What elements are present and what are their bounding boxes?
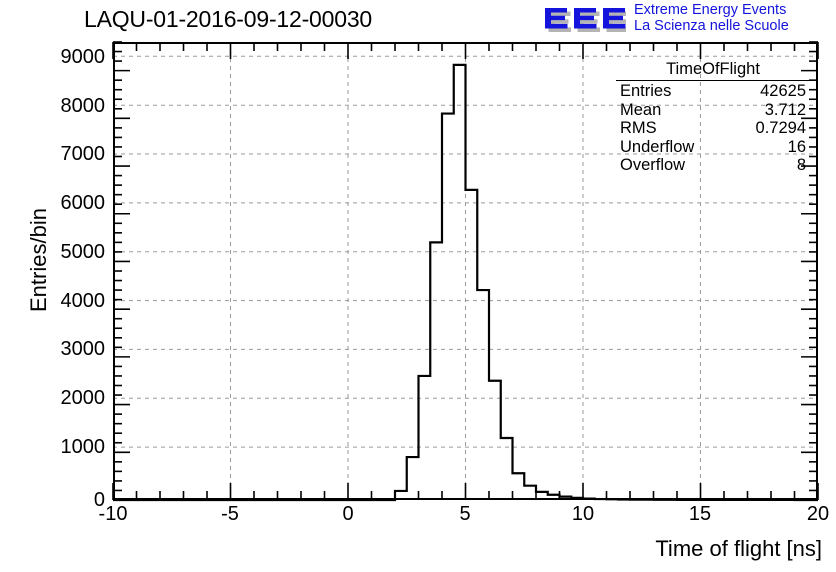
y-tick-label: 6000 <box>60 192 106 214</box>
y-tick-label: 3000 <box>60 338 106 360</box>
y-tick-label: 8000 <box>60 95 106 117</box>
logo-tagline-line1: Extreme Energy Events <box>634 2 787 18</box>
logo-tagline: Extreme Energy Events La Scienza nelle S… <box>634 2 789 34</box>
eee-logo: Extreme Energy Events La Scienza nelle S… <box>540 2 832 38</box>
stats-value: 16 <box>787 137 806 156</box>
y-tick-label: 5000 <box>60 241 106 263</box>
y-tick-label: 1000 <box>60 436 106 458</box>
stats-row-entries: Entries 42625 <box>616 82 810 101</box>
stats-value: 3.712 <box>764 100 806 119</box>
stats-value: 8 <box>796 156 806 174</box>
stats-title: TimeOfFlight <box>616 60 810 81</box>
stats-key: RMS <box>620 119 657 137</box>
plot-frame <box>113 42 818 500</box>
stats-key: Overflow <box>620 156 686 174</box>
stats-value: 0.7294 <box>755 119 806 137</box>
x-tick-label: 20 <box>806 503 830 525</box>
logo-tagline-line2: La Scienza nelle Scuole <box>634 17 789 34</box>
stats-row-overflow: Overflow 8 <box>616 156 810 175</box>
x-tick-label: 0 <box>342 503 354 525</box>
x-tick-label: 5 <box>459 503 471 525</box>
stats-key: Entries <box>620 82 672 100</box>
y-tick-label: 0 <box>93 489 105 511</box>
stats-row-rms: RMS 0.7294 <box>616 119 810 138</box>
stats-value: 42625 <box>760 82 806 100</box>
stats-row-underflow: Underflow 16 <box>616 138 810 157</box>
stats-row-mean: Mean 3.712 <box>616 101 810 120</box>
stats-box: TimeOfFlight Entries 42625 Mean 3.712 RM… <box>616 60 810 175</box>
x-tick-label: 10 <box>571 503 595 525</box>
x-axis-title: Time of flight [ns] <box>655 536 822 561</box>
y-tick-label: 4000 <box>60 290 106 312</box>
y-tick-label: 7000 <box>60 143 106 165</box>
x-tick-label: -5 <box>221 503 239 525</box>
x-tick-label: 15 <box>688 503 712 525</box>
stats-key: Mean <box>620 100 662 119</box>
y-tick-label: 2000 <box>60 387 106 409</box>
y-tick-label: 9000 <box>60 46 106 68</box>
plot-title: LAQU-01-2016-09-12-00030 <box>84 6 373 32</box>
stats-key: Underflow <box>620 137 695 156</box>
eee-logo-icon <box>545 8 626 32</box>
x-tick-label: -10 <box>98 503 128 525</box>
